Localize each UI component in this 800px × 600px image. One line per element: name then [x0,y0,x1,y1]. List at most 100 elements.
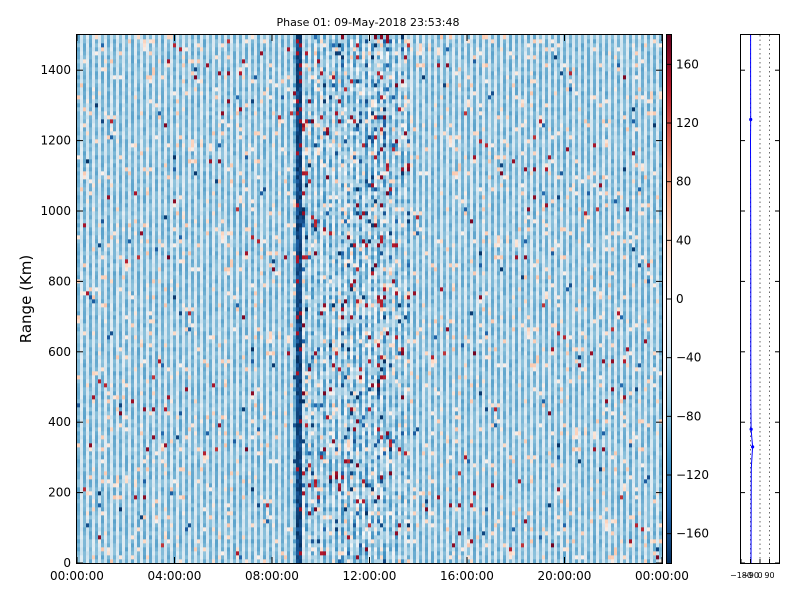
heatmap-cell [155,351,158,355]
heatmap-cell [101,267,104,271]
heatmap-cell [113,427,116,431]
heatmap-cell [131,379,134,383]
heatmap-cell [176,159,179,163]
heatmap-cell [179,491,182,495]
heatmap-cell [95,91,98,95]
heatmap-cell [158,347,161,351]
heatmap-cell [113,143,116,147]
heatmap-cell [119,307,122,311]
heatmap-cell [101,411,104,415]
heatmap-cell [83,227,86,231]
heatmap-cell [161,147,164,151]
heatmap-cell [143,323,146,327]
heatmap-cell [107,71,110,75]
heatmap-cell [182,115,185,119]
heatmap-cell [116,71,119,75]
heatmap-cell [128,307,131,311]
heatmap-cell [95,275,98,279]
heatmap-cell [101,55,104,59]
heatmap-cell [134,531,137,535]
heatmap-cell [110,527,113,531]
heatmap-cell [110,539,113,543]
heatmap-cell [140,299,143,303]
heatmap-cell [107,399,110,403]
heatmap-cell [173,415,176,419]
heatmap-cell [101,239,104,243]
heatmap-cell [116,195,119,199]
heatmap-cell [101,187,104,191]
heatmap-cell [95,119,98,123]
heatmap-cell [83,195,86,199]
heatmap-cell [146,239,149,243]
heatmap-cell [170,107,173,111]
heatmap-cell [155,471,158,475]
heatmap-cell [167,431,170,435]
heatmap-cell [164,371,167,375]
heatmap-cell [182,163,185,167]
heatmap-cell [140,255,143,259]
heatmap-cell [104,171,107,175]
heatmap-cell [110,255,113,259]
heatmap-cell [140,515,143,519]
heatmap-cell [143,483,146,487]
heatmap-cell [167,463,170,467]
heatmap-cell [182,471,185,475]
heatmap-cell [167,47,170,51]
heatmap-cell [113,275,116,279]
heatmap-cell [170,367,173,371]
heatmap-cell [143,43,146,47]
heatmap-cell [107,415,110,419]
heatmap-cell [92,79,95,83]
heatmap-cell [128,367,131,371]
heatmap-cell [146,215,149,219]
heatmap-cell [182,183,185,187]
heatmap-cell [173,455,176,459]
heatmap-cell [173,411,176,415]
heatmap-cell [113,511,116,515]
heatmap-cell [173,259,176,263]
heatmap-cell [89,151,92,155]
heatmap-cell [158,315,161,319]
heatmap-cell [137,395,140,399]
heatmap-cell [137,551,140,555]
heatmap-cell [89,175,92,179]
heatmap-cell [167,419,170,423]
heatmap-cell [116,479,119,483]
heatmap-cell [146,275,149,279]
heatmap-cell [179,159,182,163]
heatmap-cell [143,215,146,219]
heatmap-cell [80,87,83,91]
heatmap-cell [77,499,80,503]
heatmap-cell [125,527,128,531]
heatmap-cell [92,411,95,415]
heatmap-cell [110,275,113,279]
heatmap-cell [113,95,116,99]
heatmap-cell [134,311,137,315]
heatmap-cell [131,279,134,283]
heatmap-cell [188,535,191,539]
heatmap-cell [104,199,107,203]
heatmap-cell [140,211,143,215]
heatmap-cell [101,259,104,263]
heatmap-cell [83,51,86,55]
heatmap-cell [77,199,80,203]
heatmap-cell [176,79,179,83]
heatmap-cell [182,559,185,563]
heatmap-cell [128,527,131,531]
heatmap-cell [158,331,161,335]
heatmap-cell [125,51,128,55]
heatmap-cell [113,319,116,323]
heatmap-cell [146,363,149,367]
heatmap-cell [173,327,176,331]
heatmap-cell [152,531,155,535]
heatmap-cell [83,307,86,311]
heatmap-cell [107,207,110,211]
heatmap-cell [140,327,143,331]
heatmap-cell [104,507,107,511]
heatmap-cell [83,211,86,215]
heatmap-cell [77,315,80,319]
heatmap-cell [167,219,170,223]
heatmap-cell [185,503,188,507]
heatmap-cell [110,75,113,79]
